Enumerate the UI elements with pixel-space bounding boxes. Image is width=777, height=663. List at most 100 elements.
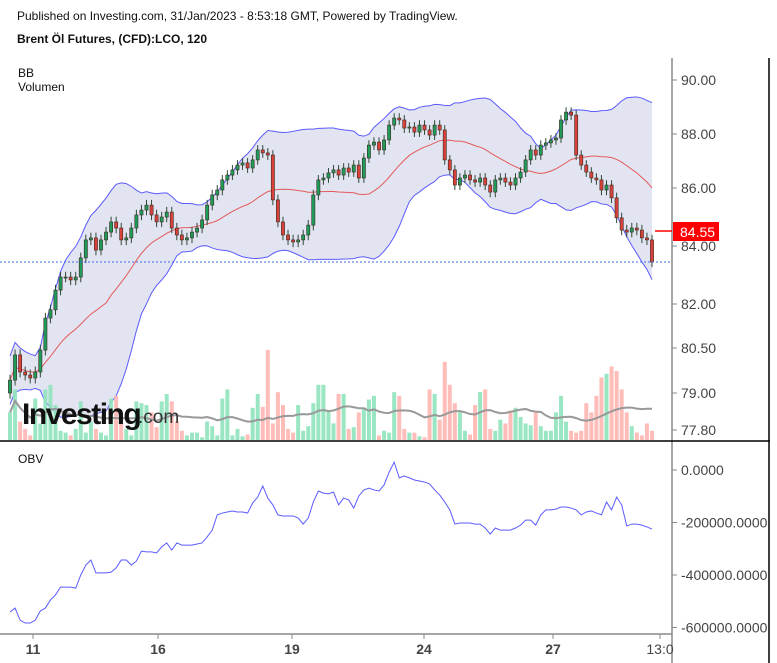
volume-bar xyxy=(483,389,488,440)
volume-bar xyxy=(614,371,619,440)
volume-bar xyxy=(43,389,48,440)
candle-body xyxy=(326,172,331,179)
candle-body xyxy=(164,211,169,218)
candle-body xyxy=(452,169,457,186)
obv-indicator-label[interactable]: OBV xyxy=(18,452,44,466)
candle-body xyxy=(473,179,477,183)
volume-bar xyxy=(624,412,629,440)
volume-bar xyxy=(462,430,467,440)
volume-bar xyxy=(650,430,654,440)
volume-bar xyxy=(574,432,579,440)
candle-body xyxy=(83,239,88,259)
candle-body xyxy=(528,149,533,161)
obv-tick-label: -600000.0000 xyxy=(681,620,768,636)
candle-body xyxy=(210,194,215,206)
time-tick-label: 19 xyxy=(284,641,300,657)
candle-body xyxy=(468,174,472,181)
volume-bar xyxy=(144,405,149,440)
candle-body xyxy=(119,227,124,241)
candle-body xyxy=(179,234,184,241)
candle-body xyxy=(109,221,114,233)
candle-body xyxy=(270,154,275,201)
candle-body xyxy=(559,119,563,139)
volume-bar xyxy=(432,394,437,440)
volume-bar xyxy=(215,435,220,440)
candle-body xyxy=(38,349,43,373)
candle-body xyxy=(18,354,23,373)
candle-body xyxy=(483,177,488,186)
volume-bar xyxy=(407,432,412,440)
volume-bar xyxy=(270,423,275,440)
volume-bar xyxy=(296,405,301,440)
candle-body xyxy=(442,129,447,161)
volume-bar xyxy=(619,389,624,440)
candle-body xyxy=(240,162,245,166)
upper-band-line xyxy=(9,96,653,357)
volume-bar xyxy=(478,392,483,440)
candle-body xyxy=(387,124,392,141)
volume-bar xyxy=(23,428,28,440)
volume-bar xyxy=(306,426,311,440)
candle-body xyxy=(382,139,386,151)
candle-body xyxy=(331,169,336,174)
volume-bar xyxy=(200,437,205,440)
volume-bar xyxy=(513,407,518,440)
candle-body xyxy=(245,162,250,169)
candle-body xyxy=(367,144,371,159)
bb-indicator-label[interactable]: BB xyxy=(18,66,35,80)
candle-body xyxy=(139,209,144,216)
volume-bar xyxy=(356,412,361,440)
obv-pane xyxy=(9,460,653,624)
volume-bar xyxy=(377,435,382,440)
candle-body xyxy=(579,154,584,166)
volume-bar xyxy=(427,389,432,440)
volume-bar xyxy=(437,419,442,440)
volume-bar xyxy=(548,430,553,440)
volume-indicator-label[interactable]: Volumen xyxy=(18,80,65,94)
candle-body xyxy=(28,374,33,379)
candle-body xyxy=(498,177,503,181)
candle-body xyxy=(63,276,68,279)
candle-body xyxy=(422,124,427,131)
candle-body xyxy=(564,111,568,121)
candle-body xyxy=(554,137,558,141)
last-price-label: 84.55 xyxy=(680,224,715,240)
volume-bar xyxy=(291,432,296,440)
candle-body xyxy=(129,227,134,239)
candle-body xyxy=(321,177,326,181)
candle-body xyxy=(286,234,290,241)
candle-body xyxy=(543,142,548,146)
volume-bar xyxy=(265,349,270,440)
volume-bar xyxy=(331,423,336,440)
volume-bar xyxy=(518,417,523,440)
candle-body xyxy=(548,139,553,144)
candle-body xyxy=(619,217,624,231)
candle-body xyxy=(88,237,93,241)
volume-bar xyxy=(402,428,407,440)
volume-bar xyxy=(174,421,179,440)
chart-title: Brent Öl Futures, (CFD):LCO, 120 xyxy=(17,32,208,46)
volume-bar xyxy=(78,401,83,440)
candle-body xyxy=(604,184,609,191)
volume-bar xyxy=(240,436,245,440)
candle-body xyxy=(94,237,98,251)
candle-body xyxy=(154,214,159,223)
volume-bar xyxy=(553,412,558,440)
volume-bar xyxy=(392,392,397,440)
volume-bar xyxy=(195,432,200,440)
candle-body xyxy=(407,126,412,129)
volume-bar xyxy=(68,435,73,440)
volume-bar xyxy=(33,398,38,440)
candle-body xyxy=(260,149,265,154)
volume-bar xyxy=(644,423,649,440)
candle-body xyxy=(200,219,204,229)
candle-body xyxy=(124,237,129,241)
candle-body xyxy=(58,276,63,291)
volume-bar xyxy=(473,405,478,440)
obv-tick-label: -400000.0000 xyxy=(681,567,768,583)
price-tick-label: 84.00 xyxy=(681,238,716,254)
volume-bar xyxy=(225,389,230,440)
volume-bar xyxy=(361,407,366,440)
candle-body xyxy=(503,177,508,183)
